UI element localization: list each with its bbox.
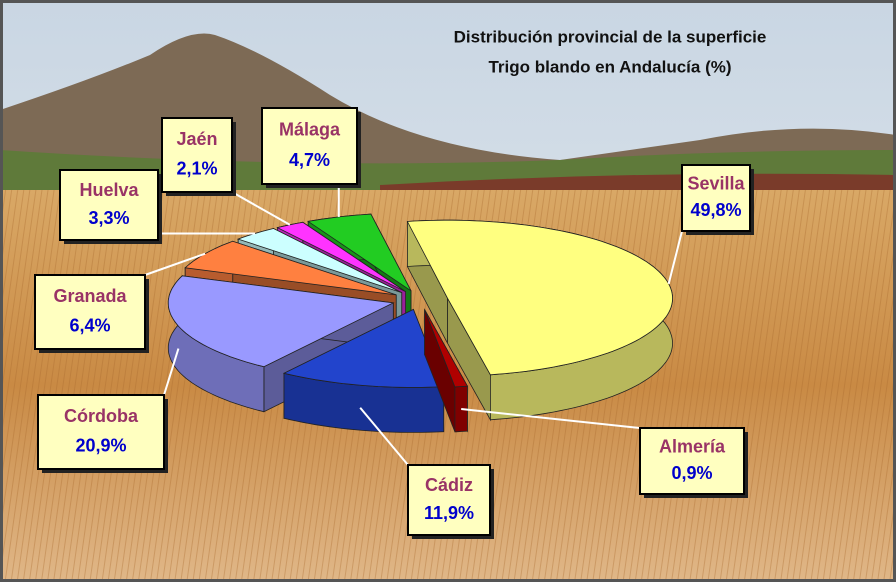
label-value: 20,9% [75,436,126,456]
label-name: Sevilla [687,174,745,194]
leader-line [359,407,409,466]
label-box [261,107,358,185]
slice [184,240,397,296]
label-box [161,117,233,193]
leader-line [461,408,641,429]
labels: Sevilla 49,8% Almería 0,9% Cádiz 11,9% Córdoba… [34,107,754,539]
slice [424,309,469,388]
label-name: Granada [53,286,127,306]
label-value: 6,4% [69,316,110,336]
label-value: 3,3% [88,208,129,228]
leader-line [667,230,683,285]
chart-title: Distribución provincial de la superficie [454,27,767,46]
label-value: 0,9% [671,463,712,483]
leader-line [231,191,291,226]
slice [167,275,395,368]
label-name: Almería [659,437,726,457]
leader-line [144,252,206,276]
label-box [37,394,165,470]
label-name: Cádiz [425,475,473,495]
label-box [407,464,491,536]
label-box [681,164,751,232]
label-value: 11,9% [424,503,474,523]
label-value: 2,1% [176,159,217,179]
label-name: Huelva [79,180,139,200]
slice [307,213,412,292]
slice [282,308,445,388]
label-name: Jaén [176,129,217,149]
label-box [34,274,146,350]
label-name: Córdoba [64,406,139,426]
leader-line [163,348,180,396]
pie [167,213,673,433]
label-box [639,427,745,495]
label-value: 49,8% [690,200,741,220]
label-box [59,169,159,241]
label-value: 4,7% [289,150,330,170]
label-name: Málaga [279,120,341,140]
chart-subtitle: Trigo blando en Andalucía (%) [488,57,731,76]
